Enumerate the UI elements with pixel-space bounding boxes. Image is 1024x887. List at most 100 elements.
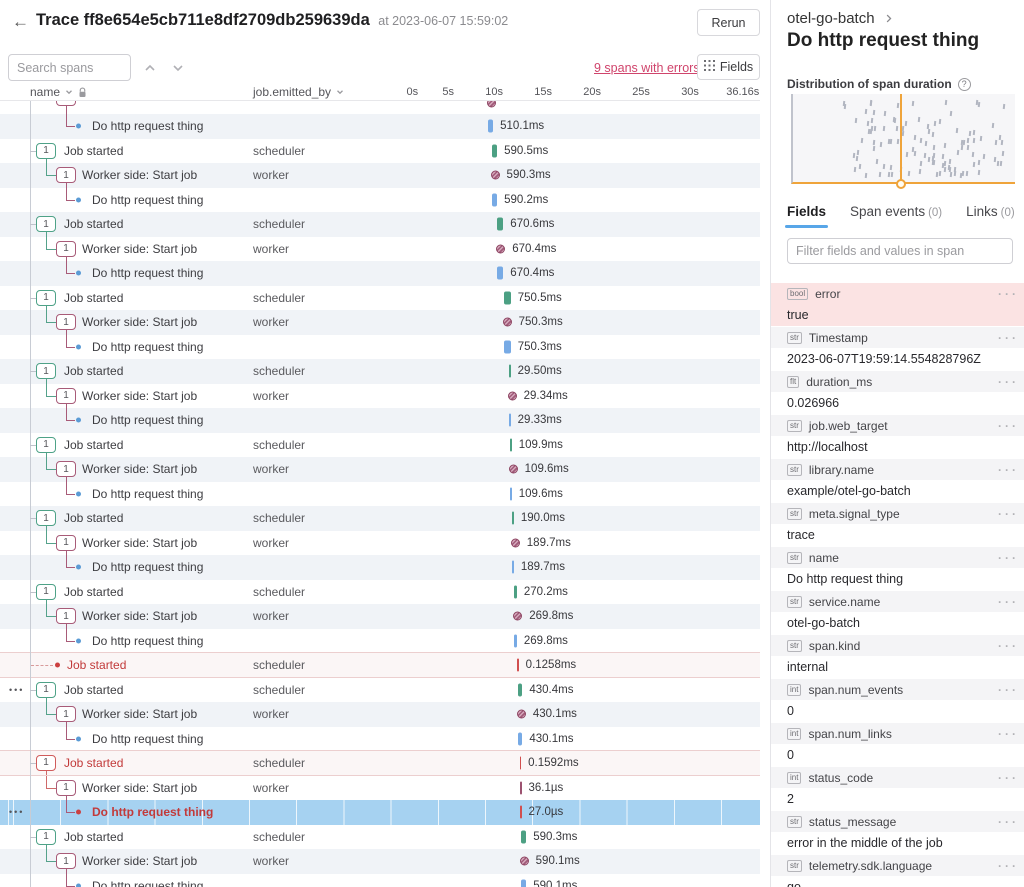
span-count-badge[interactable]: 1 — [56, 779, 76, 796]
span-row[interactable]: 1 Job started scheduler 670.6ms — [0, 212, 760, 237]
field-item[interactable]: int status_code ··· 2 — [771, 767, 1024, 810]
span-row[interactable]: Do http request thing 590.1ms — [0, 873, 760, 887]
span-count-badge[interactable]: 1 — [56, 240, 76, 257]
column-header-name[interactable]: name — [30, 85, 87, 99]
spans-with-errors-link[interactable]: 9 spans with errors — [594, 61, 700, 75]
span-count-badge[interactable]: 1 — [56, 167, 76, 184]
span-row[interactable]: 1 Job started scheduler 590.5ms — [0, 139, 760, 163]
field-menu-icon[interactable]: ··· — [998, 418, 1019, 433]
span-count-badge[interactable]: 1 — [56, 706, 76, 723]
field-item[interactable]: str name ··· Do http request thing — [771, 547, 1024, 590]
span-row[interactable]: 1 Worker side: Start job worker 36.1µs — [0, 775, 760, 800]
field-item[interactable]: int span.num_links ··· 0 — [771, 723, 1024, 766]
span-row[interactable]: 1 Worker side: Start job worker 590.1ms — [0, 849, 760, 874]
span-count-badge[interactable]: 1 — [56, 387, 76, 404]
tab-links[interactable]: Links (0) — [966, 204, 1015, 219]
span-row[interactable]: Do http request thing 109.6ms — [0, 481, 760, 507]
chevron-down-icon[interactable] — [170, 60, 186, 76]
span-count-badge[interactable]: 1 — [56, 608, 76, 625]
span-count-badge[interactable]: 1 — [36, 436, 56, 453]
span-row[interactable]: Do http request thing 430.1ms — [0, 726, 760, 752]
span-row[interactable]: Do http request thing 750.3ms — [0, 334, 760, 360]
field-item[interactable]: str meta.signal_type ··· trace — [771, 503, 1024, 546]
span-row[interactable]: 1 Worker side: Start job worker 590.3ms — [0, 163, 760, 188]
search-input[interactable] — [8, 54, 131, 81]
field-menu-icon[interactable]: ··· — [998, 506, 1019, 521]
field-menu-icon[interactable]: ··· — [998, 330, 1019, 345]
span-row[interactable]: 1 Worker side: Start job worker 670.4ms — [0, 236, 760, 261]
span-count-badge[interactable]: 1 — [36, 510, 56, 527]
field-item[interactable]: flt duration_ms ··· 0.026966 — [771, 371, 1024, 414]
span-row[interactable]: ••• Do http request thing 27.0µs — [0, 800, 760, 825]
span-row[interactable]: 1 Worker side: Start job worker 189.7ms — [0, 530, 760, 555]
rerun-button[interactable]: Rerun — [697, 9, 760, 36]
span-count-badge[interactable]: 1 — [36, 363, 56, 380]
span-row[interactable]: 1 Worker side: Start job worker 109.6ms — [0, 457, 760, 482]
field-item[interactable]: str status_message ··· error in the middle … — [771, 811, 1024, 854]
span-row[interactable]: Do http request thing 670.4ms — [0, 261, 760, 286]
span-row[interactable]: Do http request thing 269.8ms — [0, 628, 760, 654]
span-row[interactable]: Job started scheduler 0.1258ms — [0, 652, 760, 678]
field-item[interactable]: str span.kind ··· internal — [771, 635, 1024, 678]
field-menu-icon[interactable]: ··· — [998, 594, 1019, 609]
breadcrumb[interactable]: otel-go-batch — [787, 10, 894, 27]
span-count-badge[interactable]: 1 — [36, 289, 56, 306]
row-menu-icon[interactable]: ••• — [9, 807, 25, 818]
field-item[interactable]: str job.web_target ··· http://localhost — [771, 415, 1024, 458]
row-menu-icon[interactable]: ••• — [9, 684, 25, 695]
span-row[interactable]: 1 Job started scheduler 29.50ms — [0, 359, 760, 384]
span-count-badge[interactable]: 1 — [56, 314, 76, 331]
field-menu-icon[interactable]: ··· — [998, 726, 1019, 741]
span-row[interactable]: 1 Job started scheduler 0.1592ms — [0, 750, 760, 776]
span-count-badge[interactable]: 1 — [36, 828, 56, 845]
span-row[interactable]: Do http request thing 29.33ms — [0, 408, 760, 433]
span-row[interactable]: 1 Job started scheduler 750.5ms — [0, 286, 760, 310]
span-row[interactable]: 1 Job started scheduler 190.0ms — [0, 506, 760, 531]
span-row[interactable]: ••• 1 Job started scheduler 430.4ms — [0, 678, 760, 702]
span-row[interactable]: 1 Worker side: Start job worker 430.1ms — [0, 702, 760, 727]
span-row[interactable]: 1 Job started scheduler 109.9ms — [0, 433, 760, 457]
field-item[interactable]: bool error ··· true — [771, 283, 1024, 326]
span-count-badge[interactable]: 1 — [56, 461, 76, 478]
back-icon[interactable]: ← — [12, 12, 29, 31]
field-menu-icon[interactable]: ··· — [998, 374, 1019, 389]
span-count-badge[interactable]: 1 — [56, 853, 76, 870]
span-row[interactable]: 1 Job started scheduler 270.2ms — [0, 580, 760, 604]
span-count-badge[interactable]: 1 — [36, 583, 56, 600]
tab-span-events[interactable]: Span events (0) — [850, 204, 943, 219]
span-row[interactable]: Do http request thing 510.1ms — [0, 114, 760, 139]
help-icon[interactable]: ? — [957, 77, 971, 91]
field-item[interactable]: str library.name ··· example/otel-go-batch — [771, 459, 1024, 502]
field-item[interactable]: int span.num_events ··· 0 — [771, 679, 1024, 722]
filter-fields-input[interactable] — [787, 238, 1013, 264]
field-menu-icon[interactable]: ··· — [998, 770, 1019, 785]
span-count-badge[interactable]: 1 — [56, 534, 76, 551]
span-row[interactable]: Do http request thing 590.2ms — [0, 187, 760, 213]
span-count-badge[interactable]: 1 — [56, 101, 76, 106]
span-row[interactable]: 1 — [0, 101, 760, 114]
column-header-emitted-by[interactable]: job.emitted_by — [253, 85, 345, 99]
field-item[interactable]: str Timestamp ··· 2023-06-07T19:59:14.55482… — [771, 327, 1024, 370]
span-row[interactable]: 1 Worker side: Start job worker 29.34ms — [0, 383, 760, 408]
field-menu-icon[interactable]: ··· — [998, 550, 1019, 565]
span-row[interactable]: 1 Job started scheduler 590.3ms — [0, 825, 760, 849]
chevron-up-icon[interactable] — [142, 60, 158, 76]
field-value: example/otel-go-batch — [787, 484, 911, 498]
field-menu-icon[interactable]: ··· — [998, 638, 1019, 653]
field-item[interactable]: str telemetry.sdk.language ··· go — [771, 855, 1024, 887]
field-menu-icon[interactable]: ··· — [998, 858, 1019, 873]
field-menu-icon[interactable]: ··· — [998, 814, 1019, 829]
span-count-badge[interactable]: 1 — [36, 681, 56, 698]
span-count-badge[interactable]: 1 — [36, 754, 56, 771]
field-menu-icon[interactable]: ··· — [998, 462, 1019, 477]
field-item[interactable]: str service.name ··· otel-go-batch — [771, 591, 1024, 634]
field-menu-icon[interactable]: ··· — [998, 682, 1019, 697]
span-count-badge[interactable]: 1 — [36, 216, 56, 233]
span-count-badge[interactable]: 1 — [36, 142, 56, 159]
span-row[interactable]: Do http request thing 189.7ms — [0, 555, 760, 580]
tab-fields[interactable]: Fields — [784, 204, 829, 228]
span-row[interactable]: 1 Worker side: Start job worker 269.8ms — [0, 604, 760, 629]
field-menu-icon[interactable]: ··· — [998, 286, 1019, 301]
fields-button[interactable]: Fields — [697, 54, 760, 80]
span-row[interactable]: 1 Worker side: Start job worker 750.3ms — [0, 310, 760, 335]
